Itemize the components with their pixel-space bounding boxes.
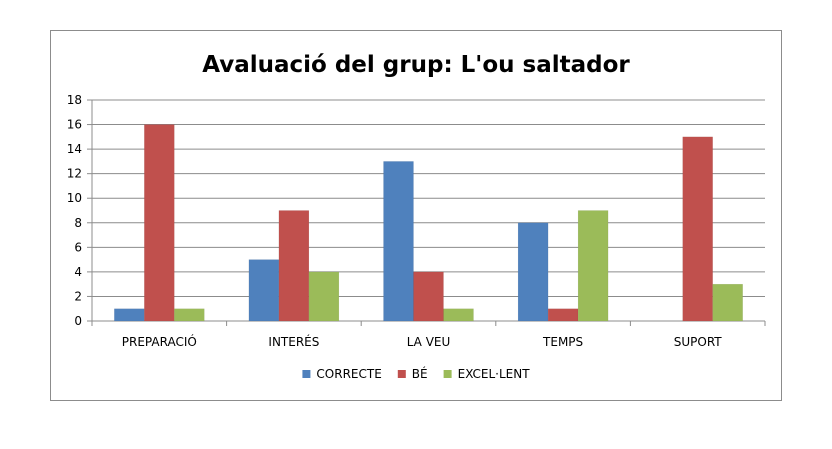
bar-correcte-0: [114, 308, 145, 322]
bar-correcte-2: [383, 161, 414, 322]
category-label: TEMPS: [542, 335, 583, 349]
bar-excel-lent-2: [443, 308, 474, 322]
bar-excel-lent-3: [577, 210, 609, 322]
bar-correcte-3: [517, 222, 549, 322]
y-tick-label: 0: [74, 314, 82, 328]
legend-label: CORRECTE: [316, 367, 381, 381]
y-tick-label: 12: [67, 167, 82, 181]
bar-b--4: [682, 136, 713, 322]
y-tick-label: 14: [67, 142, 82, 156]
grid-lines: [92, 99, 765, 297]
y-tick-label: 2: [74, 289, 82, 303]
category-label: LA VEU: [407, 335, 451, 349]
y-tick-label: 16: [67, 118, 82, 132]
y-tick-label: 6: [74, 240, 82, 254]
legend-swatch: [397, 370, 406, 378]
bars: [114, 124, 743, 322]
category-label: PREPARACIÓ: [122, 334, 197, 349]
bar-excel-lent-0: [174, 308, 205, 322]
y-tick-label: 8: [74, 216, 82, 230]
legend-swatch: [302, 370, 311, 378]
bar-excel-lent-1: [308, 271, 340, 322]
bar-b--3: [547, 308, 579, 322]
y-tick-label: 18: [67, 93, 82, 107]
legend: CORRECTE BÉ EXCEL·LENT: [302, 366, 530, 381]
bar-excel-lent-4: [712, 283, 743, 322]
legend-swatch: [443, 370, 452, 378]
y-tick-label: 4: [74, 265, 82, 279]
legend-label: EXCEL·LENT: [458, 367, 531, 381]
legend-label: BÉ: [412, 366, 428, 381]
bar-b--1: [278, 210, 310, 322]
category-label: INTERÉS: [268, 334, 319, 349]
category-labels: PREPARACIÓ INTERÉS LA VEU TEMPS SUPORT: [122, 334, 723, 349]
chart-title: Avaluació del grup: L'ou saltador: [202, 52, 630, 78]
y-tick-label: 10: [67, 191, 82, 205]
bar-correcte-1: [248, 259, 280, 322]
bar-b--2: [413, 271, 444, 322]
bar-b--0: [144, 124, 175, 322]
category-label: SUPORT: [674, 335, 723, 349]
